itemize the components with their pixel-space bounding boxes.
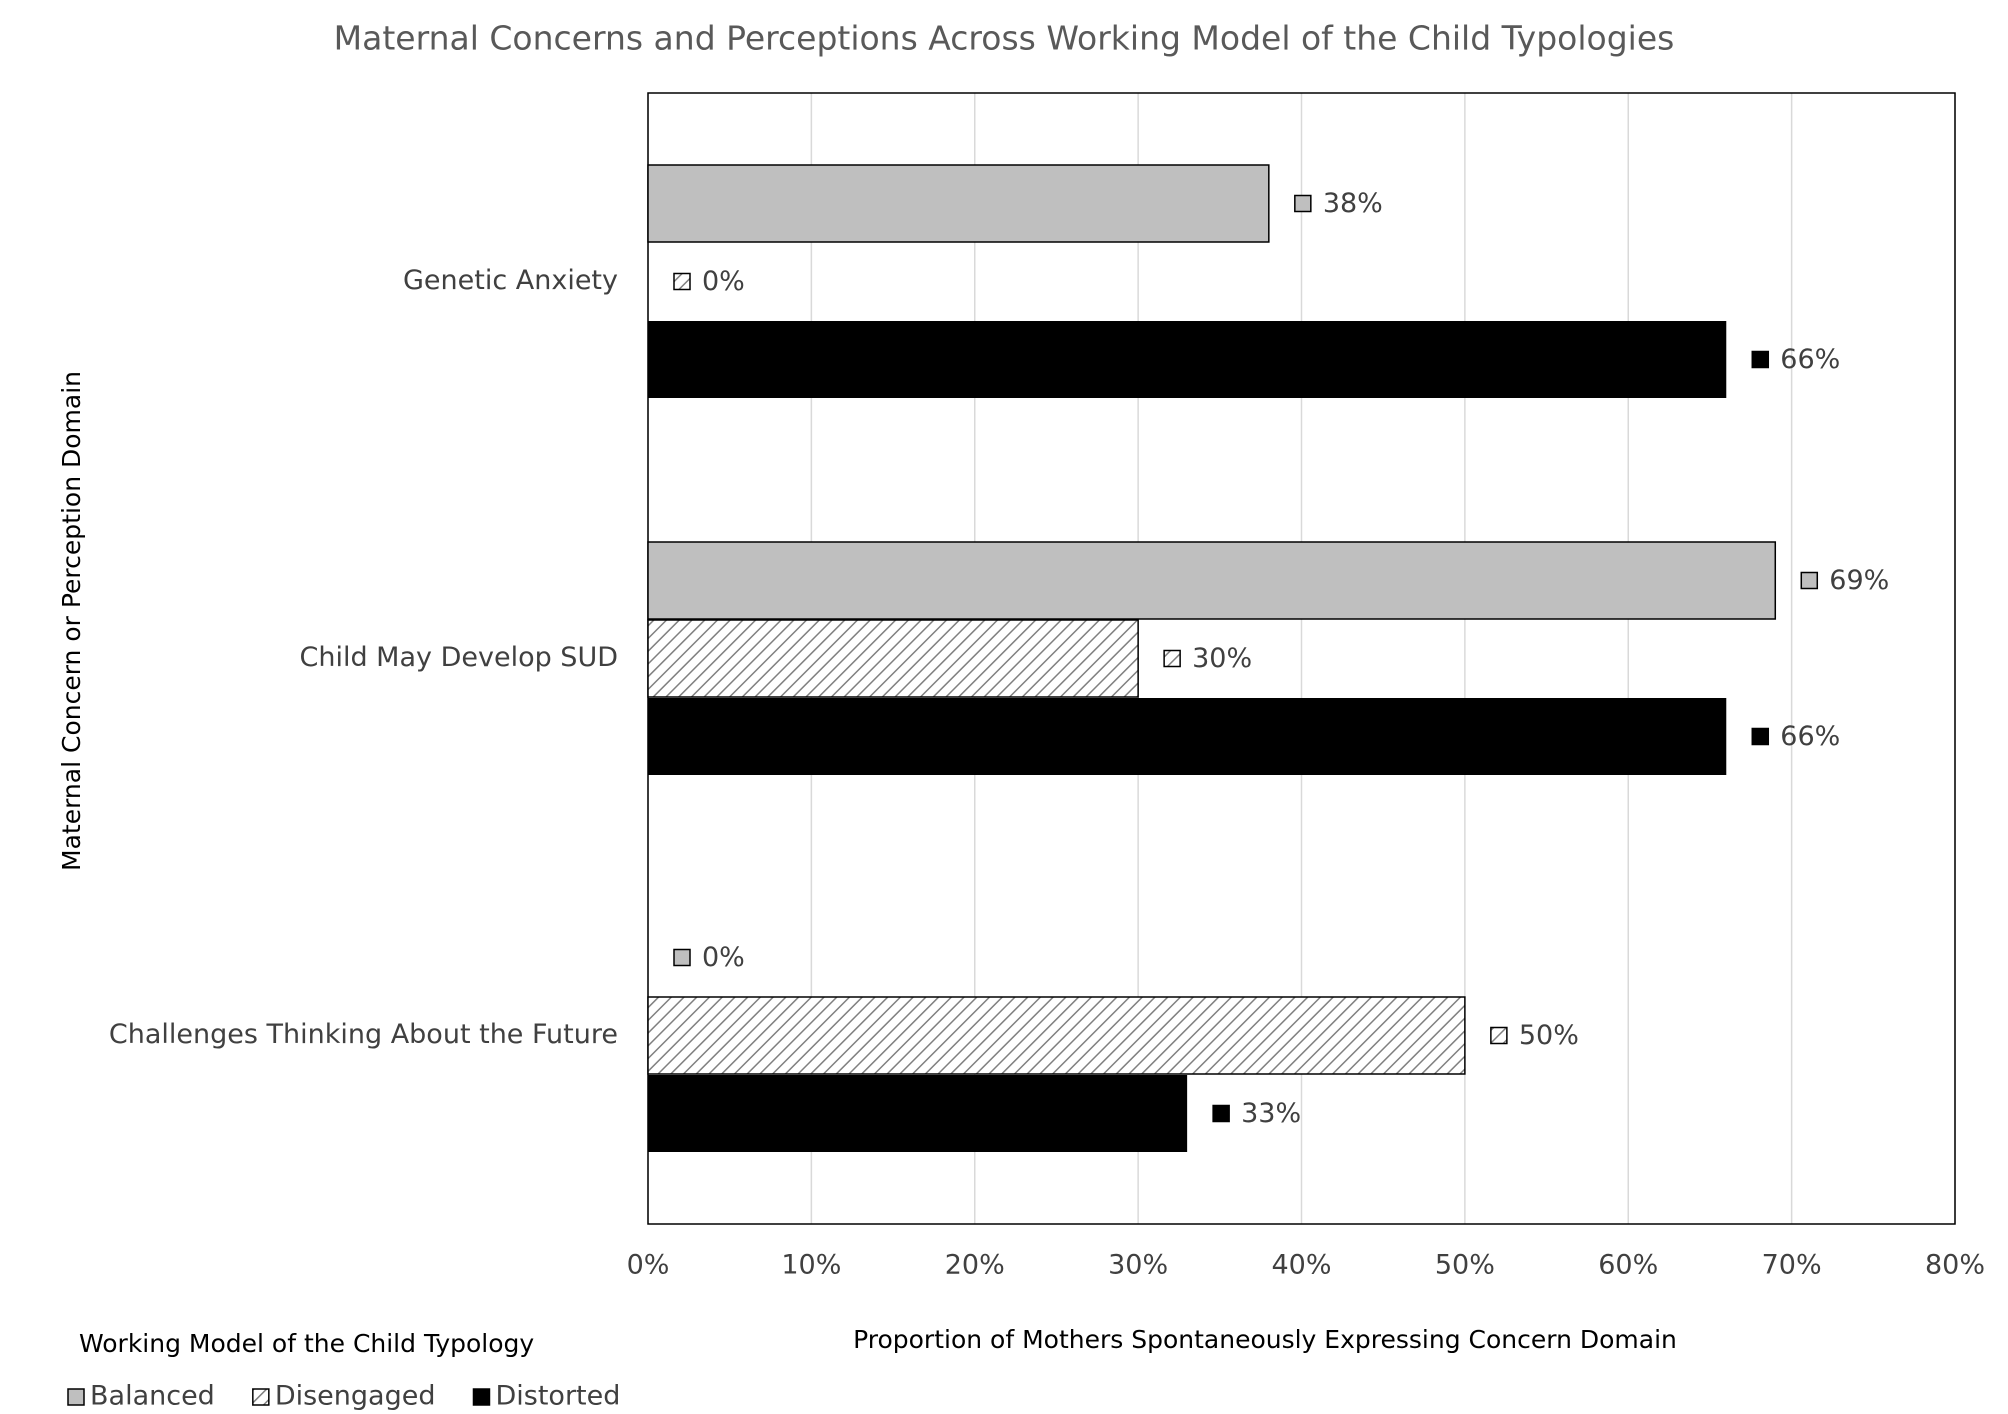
x-tick-label: 60% [1598, 1250, 1658, 1281]
label-icon [1490, 1026, 1508, 1045]
bar [647, 619, 1139, 698]
bar [648, 321, 1727, 398]
x-axis-title: Proportion of Mothers Spontaneously Expr… [853, 1325, 1677, 1354]
x-tick-label: 10% [781, 1250, 841, 1281]
legend-label: Distorted [495, 1381, 620, 1412]
legend-swatch [472, 1388, 491, 1406]
bar [647, 996, 1466, 1075]
value-label: 66% [1780, 344, 1840, 375]
value-label: 69% [1829, 565, 1889, 596]
label-icon [1163, 649, 1181, 668]
x-tick-label: 50% [1435, 1250, 1495, 1281]
label-icon [1212, 1104, 1230, 1123]
x-tick-label: 30% [1108, 1250, 1168, 1281]
value-label: 30% [1192, 643, 1252, 674]
value-label: 0% [702, 266, 745, 297]
legend-label: Disengaged [275, 1381, 436, 1412]
x-tick-label: 20% [945, 1250, 1005, 1281]
label-icon [673, 272, 691, 291]
bar [647, 541, 1777, 620]
x-tick-label: 70% [1762, 1250, 1822, 1281]
value-label: 33% [1241, 1098, 1301, 1129]
label-icon [1751, 727, 1770, 746]
value-label: 66% [1780, 721, 1840, 752]
legend-label: Balanced [90, 1381, 215, 1412]
y-axis-title: Maternal Concern or Perception Domain [57, 371, 86, 871]
legend-swatch [67, 1388, 85, 1406]
label-icon [1751, 350, 1770, 369]
value-label: 50% [1519, 1020, 1579, 1051]
x-tick-label: 0% [627, 1250, 670, 1281]
legend-title: Working Model of the Child Typology [79, 1329, 534, 1358]
y-tick-label: Challenges Thinking About the Future [109, 1019, 618, 1050]
chart-title: Maternal Concerns and Perceptions Across… [334, 19, 1675, 58]
bar [648, 1075, 1188, 1152]
value-label: 38% [1323, 188, 1383, 219]
bar [648, 698, 1727, 775]
legend-swatch [252, 1388, 270, 1406]
value-label: 0% [702, 942, 745, 973]
y-tick-label: Genetic Anxiety [403, 265, 618, 296]
label-icon [673, 948, 691, 967]
x-tick-label: 80% [1925, 1250, 1985, 1281]
label-icon [1800, 571, 1819, 590]
x-tick-label: 40% [1271, 1250, 1331, 1281]
y-tick-label: Child May Develop SUD [299, 642, 618, 673]
bar [647, 164, 1270, 243]
label-icon [1294, 194, 1312, 213]
